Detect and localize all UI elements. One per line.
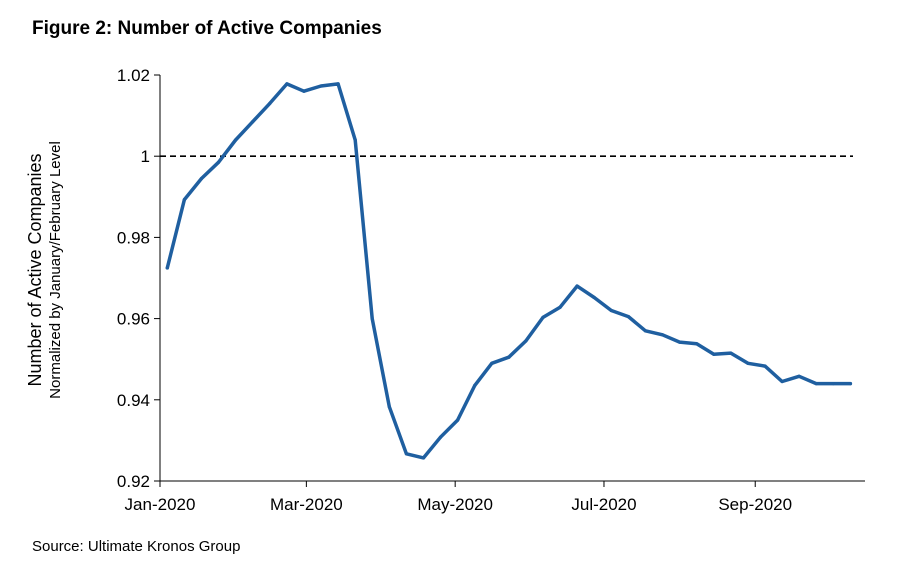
data-point xyxy=(746,361,750,365)
data-point xyxy=(780,379,784,384)
data-point xyxy=(660,333,665,337)
data-point xyxy=(473,384,477,388)
y-axis-title-group: Number of Active Companies Normalized by… xyxy=(25,141,64,399)
data-point xyxy=(575,284,579,288)
data-point xyxy=(182,198,186,202)
data-point xyxy=(797,374,801,378)
data-point xyxy=(592,295,596,300)
y-tick-label: 0.94 xyxy=(117,391,150,410)
y-axis-subtitle: Normalized by January/February Level xyxy=(47,141,64,399)
data-point xyxy=(302,89,306,93)
data-point xyxy=(729,351,733,355)
x-tick-label: Sep-2020 xyxy=(718,495,792,514)
data-point xyxy=(165,266,169,270)
data-point xyxy=(507,355,511,359)
data-point xyxy=(814,382,818,386)
data-point xyxy=(695,342,699,346)
data-point xyxy=(626,315,631,319)
data-point xyxy=(609,308,613,313)
y-tick-label: 1 xyxy=(141,147,150,166)
y-tick-label: 0.96 xyxy=(117,310,150,329)
data-point xyxy=(438,435,443,439)
data-point xyxy=(251,120,255,124)
data-point xyxy=(404,452,408,456)
data-point xyxy=(558,305,562,309)
data-point xyxy=(234,138,238,142)
axes: 0.92 0.94 0.96 0.98 1 1.02 Jan-2020 Mar-2020 May… xyxy=(117,66,865,514)
data-point xyxy=(336,82,340,86)
data-point xyxy=(216,160,221,164)
data-point xyxy=(831,382,835,386)
y-tick-label: 1.02 xyxy=(117,66,150,85)
data-point xyxy=(524,339,528,343)
data-point xyxy=(763,364,767,368)
y-tick-label: 0.98 xyxy=(117,228,150,247)
y-axis-title: Number of Active Companies xyxy=(25,153,45,386)
series-group xyxy=(165,82,853,460)
y-tick-label: 0.92 xyxy=(117,472,150,491)
data-point xyxy=(268,101,272,105)
data-point xyxy=(285,82,289,86)
data-point xyxy=(643,329,648,333)
data-point xyxy=(490,361,494,365)
data-point xyxy=(319,84,323,88)
data-point xyxy=(199,176,204,181)
data-point xyxy=(387,405,391,409)
data-point xyxy=(353,138,357,142)
data-point xyxy=(712,352,716,356)
data-point xyxy=(848,382,853,386)
x-tick-label: Jan-2020 xyxy=(125,495,196,514)
data-point xyxy=(370,317,374,321)
x-tick-label: May-2020 xyxy=(417,495,493,514)
x-tick-label: Jul-2020 xyxy=(571,495,636,514)
data-point xyxy=(456,418,460,422)
data-point xyxy=(421,456,426,460)
data-point xyxy=(541,315,545,319)
x-tick-label: Mar-2020 xyxy=(270,495,343,514)
series-line xyxy=(165,82,853,460)
figure-title: Figure 2: Number of Active Companies xyxy=(32,18,382,39)
figure-source: Source: Ultimate Kronos Group xyxy=(32,538,241,555)
data-point xyxy=(678,340,682,344)
